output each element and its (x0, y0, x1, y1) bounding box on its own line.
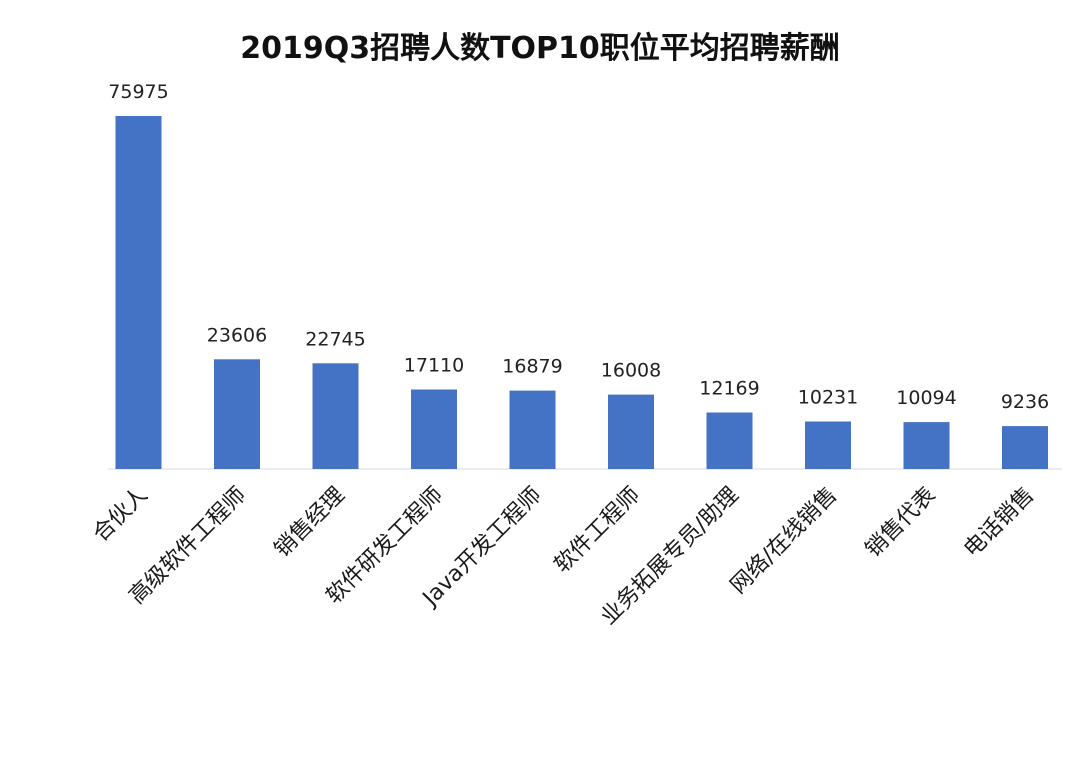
bars-group (115, 116, 1048, 469)
bar-10 (1002, 426, 1048, 469)
bar-5 (509, 390, 556, 469)
value-label-6: 16008 (601, 360, 661, 382)
value-label-3: 22745 (305, 328, 365, 350)
bar-8 (805, 421, 851, 469)
value-label-10: 9236 (1001, 391, 1049, 413)
value-label-2: 23606 (207, 324, 267, 346)
chart-title: 2019Q3招聘人数TOP10职位平均招聘薪酬 (240, 31, 840, 66)
category-label-3: 销售经理 (270, 483, 350, 563)
value-label-7: 12169 (699, 378, 759, 400)
category-label-1: 合伙人 (88, 483, 152, 547)
bar-4 (411, 389, 457, 469)
category-label-10: 电话销售 (959, 483, 1039, 563)
bar-3 (312, 363, 359, 469)
category-label-6: 软件工程师 (550, 483, 645, 578)
bar-1 (115, 116, 162, 469)
bar-2 (214, 359, 260, 469)
value-label-4: 17110 (404, 355, 464, 377)
value-label-1: 75975 (108, 81, 168, 103)
value-labels-group: 75975 23606 22745 17110 16879 16008 12169 10231… (108, 81, 1049, 413)
value-label-8: 10231 (798, 387, 858, 409)
bar-9 (903, 422, 950, 469)
bar-7 (706, 412, 753, 469)
bar-6 (608, 394, 654, 469)
value-label-9: 10094 (896, 387, 956, 409)
category-label-9: 销售代表 (861, 483, 941, 563)
value-label-5: 16879 (502, 356, 562, 378)
